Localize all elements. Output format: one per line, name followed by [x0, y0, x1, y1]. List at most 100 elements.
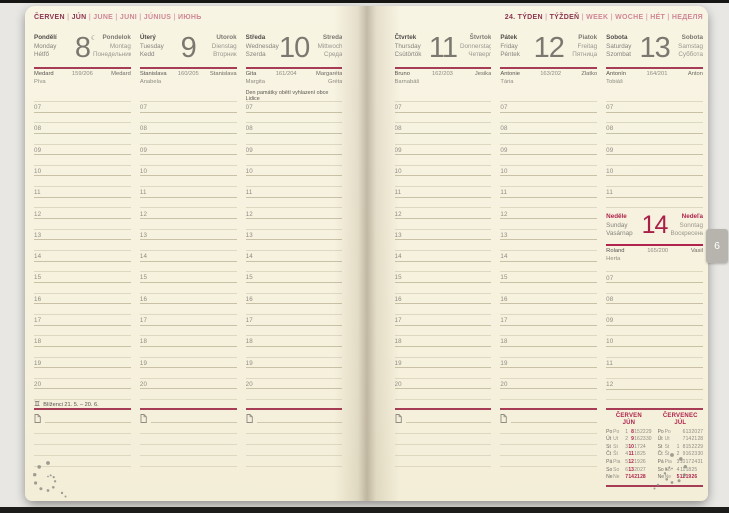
holiday-note: Den památky obětí vyhlazení obce Lidice — [245, 89, 343, 102]
calendar-date: 17 — [685, 458, 692, 465]
time-label: 15 — [34, 274, 42, 282]
day-name: Pondelok — [102, 34, 131, 41]
time-ruled-line: 16 — [34, 294, 131, 305]
calendar-date: 19 — [685, 474, 692, 481]
notes-line — [394, 445, 492, 456]
time-ruled-line: 07 — [245, 102, 343, 113]
time-label: 13 — [394, 231, 402, 239]
time-slot: 18 — [500, 336, 598, 358]
time-slot: 17 — [500, 315, 598, 337]
note-page-icon — [140, 414, 147, 423]
ruled-line — [606, 113, 703, 124]
ruled-line — [500, 198, 598, 209]
time-ruled-line: 15 — [139, 272, 237, 283]
day-name: Piatok — [578, 34, 598, 41]
nameday-row-2: Herta — [606, 256, 703, 263]
time-label: 11 — [34, 189, 41, 197]
ruled-line — [394, 113, 492, 124]
day-column-body: Čtvrtek Thursday Csütörtök 11 Štvrtok Donners… — [394, 33, 492, 401]
diary-spread: ČERVEN | JÚN | JUNE | JUNI | JÚNIUS | ИЮ… — [25, 6, 708, 501]
calendar-date: 24 — [691, 458, 698, 465]
nameday-czech: Antonín — [606, 71, 627, 77]
time-ruled-line: 16 — [500, 294, 598, 305]
calendar-title: JÚL — [674, 419, 687, 426]
ruled-line — [34, 283, 131, 294]
notes-line — [139, 434, 237, 445]
time-ruled-line: 18 — [500, 336, 598, 347]
calendar-date: 12 — [679, 474, 686, 481]
nameday-row: Stanislava 160/205 Stanislava — [140, 71, 237, 78]
time-label: 19 — [500, 359, 508, 367]
calendar-day-label: St — [657, 443, 663, 450]
day-of-year-count: 164/201 — [646, 71, 668, 77]
time-label: 14 — [394, 253, 402, 261]
ruled-line — [394, 219, 492, 230]
time-ruled-line: 14 — [500, 251, 598, 262]
day-header-rule — [500, 67, 598, 69]
header-separator: | — [643, 14, 651, 21]
ruled-line — [500, 326, 598, 337]
week-header: 24. TÝDEN | TÝŽDEŇ | WEEK | WOCHE | HÉT … — [395, 14, 704, 24]
time-ruled-line: 14 — [394, 251, 492, 262]
calendar-day-label: Po — [657, 428, 664, 435]
day-number: 9 — [180, 33, 197, 64]
calendar-date: 5 — [676, 474, 680, 481]
time-ruled-line: 13 — [245, 230, 343, 241]
notes-row — [246, 410, 343, 423]
time-ruled-line: 20 — [500, 379, 598, 390]
zodiac-row — [500, 401, 598, 410]
time-ruled-line: 08 — [606, 294, 703, 305]
time-ruled-line: 12 — [500, 208, 598, 220]
nameday-other: Píva — [34, 79, 46, 85]
time-slot: 10 — [606, 166, 703, 188]
day-number-wrap: 14 — [639, 212, 671, 244]
calendar-date: 14 — [685, 436, 692, 443]
header-word: НЕДЕЛЯ — [671, 14, 703, 21]
header-separator: | — [579, 14, 587, 21]
time-label: 08 — [34, 125, 42, 133]
nameday-row-2: Anabela — [140, 79, 237, 86]
header-word: JUNE — [93, 14, 114, 21]
ruled-line — [394, 240, 492, 252]
time-slot: 08 — [139, 123, 237, 145]
time-ruled-line: 18 — [394, 336, 492, 347]
calendar-date: 6 — [625, 466, 629, 473]
time-slot: 14 — [139, 251, 237, 273]
ruled-line — [34, 347, 131, 358]
nameday-row-2: Margita Gréta — [246, 79, 343, 86]
time-ruled-line: 13 — [139, 230, 237, 241]
nameday-other: Herta — [606, 256, 621, 263]
day-header-rule — [606, 67, 703, 69]
day-number-wrap: 13 — [636, 33, 672, 67]
notes-line — [500, 456, 598, 467]
nameday-slovak: Medard — [111, 71, 131, 77]
time-ruled-line: 15 — [245, 272, 343, 283]
time-slot: 11 — [606, 187, 703, 209]
ruled-line — [34, 155, 131, 166]
notes-line — [256, 410, 343, 423]
time-ruled-line: 15 — [34, 272, 131, 283]
calendar-day-label: Ne — [657, 474, 664, 481]
day-names: Čtvrtek Thursday Csütörtök — [395, 33, 426, 67]
calendar-day-label: So — [606, 466, 613, 473]
nameday-row: Antonie 163/202 Zlatko — [500, 71, 597, 78]
day-name: Sobota — [681, 34, 703, 41]
header-word: TÝŽDEŇ — [549, 14, 580, 21]
day-names: Štvrtok Donnerstag Четверг — [460, 33, 491, 67]
time-ruled-line: 20 — [34, 379, 131, 390]
calendar-date: 11 — [628, 451, 634, 458]
day-names: Sobota Samstag Суббота — [673, 33, 703, 67]
time-label: 15 — [394, 274, 402, 282]
time-slot: 10 — [139, 166, 237, 188]
note-page-icon — [395, 414, 402, 423]
notes-line — [405, 410, 492, 423]
calendar-day-label: Ut — [613, 436, 619, 443]
time-ruled-line: 08 — [500, 123, 598, 134]
nameday-czech: Stanislava — [139, 71, 167, 77]
time-label: 18 — [245, 338, 253, 346]
day-name: Neděle — [606, 213, 627, 221]
time-ruled-line: 18 — [34, 336, 131, 347]
time-label: 12 — [245, 210, 253, 218]
ruled-line — [139, 155, 237, 166]
time-label: 08 — [500, 125, 508, 133]
